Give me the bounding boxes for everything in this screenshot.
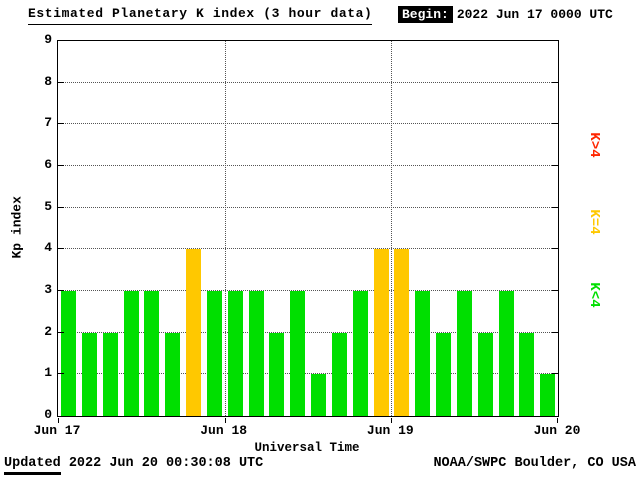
y-tick-label: 0 bbox=[44, 407, 52, 422]
y-tick-label: 9 bbox=[44, 32, 52, 47]
y-tick-label: 3 bbox=[44, 282, 52, 297]
kp-bar bbox=[123, 291, 139, 416]
kp-bar bbox=[248, 291, 264, 416]
x-tick-label: Jun 19 bbox=[366, 423, 414, 438]
y-tick-label: 6 bbox=[44, 157, 52, 172]
kp-bar bbox=[61, 291, 76, 416]
gridline-horizontal bbox=[58, 373, 558, 375]
kp-bar bbox=[436, 332, 451, 416]
y-tick-label: 2 bbox=[44, 323, 52, 339]
kp-bar bbox=[290, 291, 306, 416]
kp-bar bbox=[519, 332, 535, 416]
y-tick-mark bbox=[552, 373, 558, 375]
x-tick-label: Jun 18 bbox=[200, 423, 248, 438]
x-tick-mark bbox=[58, 418, 59, 423]
kp-bar bbox=[165, 332, 181, 416]
legend-item: K>4 bbox=[586, 132, 602, 158]
y-tick-mark bbox=[58, 290, 64, 291]
updated-value: 2022 Jun 20 00:30:08 UTC bbox=[60, 456, 264, 471]
y-tick-mark bbox=[552, 331, 558, 333]
y-axis-title: Kp index bbox=[9, 196, 25, 259]
gridline-horizontal bbox=[58, 165, 558, 166]
kp-bar bbox=[269, 332, 285, 416]
kp-bar bbox=[456, 291, 472, 416]
kp-bar bbox=[415, 291, 431, 416]
kp-bar bbox=[352, 291, 368, 416]
x-tick-label: Jun 17 bbox=[33, 423, 81, 438]
plot-area bbox=[57, 40, 559, 423]
gridline-vertical bbox=[391, 41, 393, 416]
y-tick-mark bbox=[58, 248, 64, 250]
gridline-horizontal bbox=[58, 206, 558, 208]
updated-line: Updated 2022 Jun 20 00:30:08 UTC bbox=[4, 456, 264, 475]
y-tick-mark bbox=[552, 206, 558, 208]
updated-label: Updated bbox=[4, 456, 61, 475]
kp-bar bbox=[227, 291, 243, 416]
kp-bar bbox=[186, 249, 201, 416]
legend-item: K=4 bbox=[586, 209, 602, 235]
x-tick-mark bbox=[557, 418, 558, 423]
gridline-horizontal bbox=[58, 248, 558, 250]
begin-label: Begin: bbox=[398, 6, 453, 23]
kp-bar bbox=[311, 374, 326, 416]
kp-bar bbox=[81, 332, 97, 416]
kp-bar bbox=[331, 332, 347, 416]
legend-item: K<4 bbox=[586, 282, 602, 308]
begin-value: 2022 Jun 17 0000 UTC bbox=[456, 7, 613, 22]
y-tick-label: 4 bbox=[44, 240, 52, 256]
y-tick-mark bbox=[552, 123, 558, 125]
y-tick-mark bbox=[552, 81, 558, 83]
y-tick-mark bbox=[58, 206, 64, 208]
kp-bar bbox=[144, 291, 160, 416]
credit: NOAA/SWPC Boulder, CO USA bbox=[433, 456, 636, 471]
gridline-horizontal bbox=[58, 331, 558, 333]
gridline-vertical bbox=[224, 41, 226, 416]
kp-bar bbox=[102, 332, 118, 416]
y-tick-mark bbox=[58, 165, 64, 166]
gridline-horizontal bbox=[58, 81, 558, 83]
kp-bar bbox=[498, 291, 514, 416]
x-tick-mark bbox=[391, 418, 393, 423]
chart-title: Estimated Planetary K index (3 hour data… bbox=[28, 6, 373, 25]
x-axis-title: Universal Time bbox=[254, 441, 360, 455]
y-tick-mark bbox=[58, 331, 64, 333]
y-tick-label: 8 bbox=[44, 73, 52, 89]
begin-line: Begin: 2022 Jun 17 0000 UTC bbox=[398, 6, 613, 23]
y-tick-label: 7 bbox=[44, 115, 52, 131]
y-tick-mark bbox=[552, 165, 558, 166]
gridline-horizontal bbox=[58, 290, 558, 291]
kp-bar bbox=[373, 249, 389, 416]
kp-bar bbox=[206, 291, 222, 416]
y-tick-mark bbox=[552, 290, 558, 291]
y-tick-mark bbox=[58, 123, 64, 125]
y-tick-mark bbox=[58, 81, 64, 83]
x-tick-label: Jun 20 bbox=[533, 423, 581, 438]
y-tick-mark bbox=[552, 248, 558, 250]
kp-bar bbox=[477, 332, 493, 416]
kp-bar bbox=[540, 374, 556, 416]
y-tick-label: 1 bbox=[44, 365, 52, 381]
y-tick-mark bbox=[58, 373, 64, 375]
gridline-horizontal bbox=[58, 123, 558, 125]
kp-bar bbox=[394, 249, 410, 416]
y-tick-label: 5 bbox=[44, 198, 52, 214]
x-tick-mark bbox=[224, 418, 226, 423]
